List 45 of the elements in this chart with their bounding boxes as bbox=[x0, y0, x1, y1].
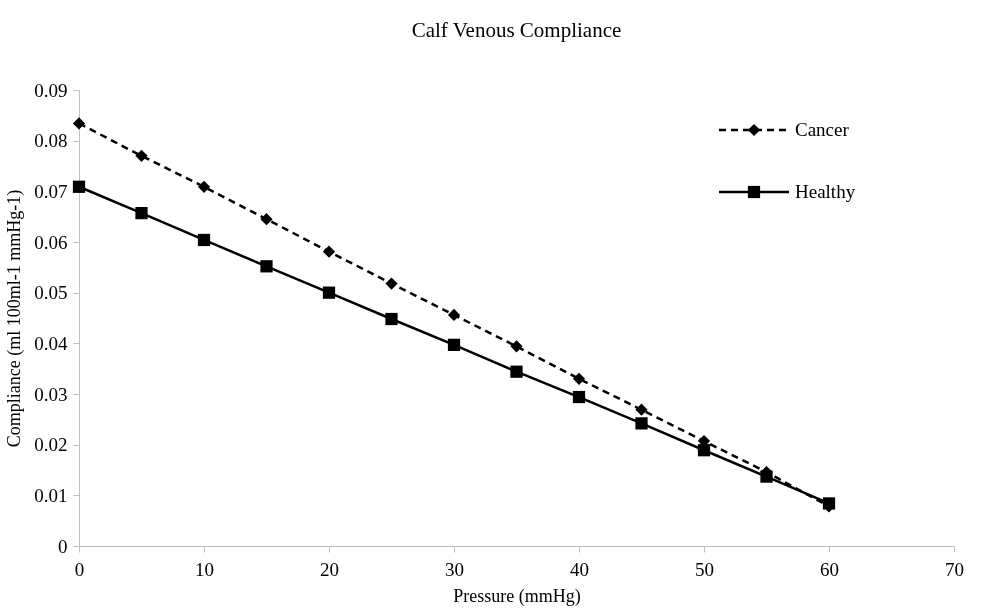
y-tick-label: 0.08 bbox=[34, 130, 68, 152]
y-tick-label: 0 bbox=[58, 535, 68, 557]
point bbox=[72, 117, 86, 130]
point bbox=[510, 365, 523, 378]
point bbox=[135, 207, 148, 220]
point bbox=[260, 213, 273, 226]
x-tick-label: 60 bbox=[820, 558, 839, 580]
y-tick-label: 0.01 bbox=[34, 484, 68, 506]
x-tick-label: 30 bbox=[445, 558, 464, 580]
point bbox=[260, 260, 273, 273]
x-tick-label: 20 bbox=[320, 558, 339, 580]
y-tick-label: 0.07 bbox=[34, 180, 68, 202]
legend-label: Cancer bbox=[795, 119, 850, 140]
y-tick-label: 0.02 bbox=[34, 434, 68, 456]
y-tick-label: 0.03 bbox=[34, 383, 68, 405]
point bbox=[197, 233, 211, 247]
y-axis-title: Compliance (ml 100ml-1 mmHg-1) bbox=[4, 189, 26, 448]
point bbox=[510, 340, 523, 353]
point bbox=[322, 286, 336, 299]
point bbox=[72, 180, 86, 193]
x-tick-label: 70 bbox=[945, 558, 964, 580]
point bbox=[572, 372, 586, 385]
point bbox=[385, 312, 398, 326]
point bbox=[447, 308, 461, 322]
chart-title: Calf Venous Compliance bbox=[411, 18, 622, 42]
x-tick-label: 40 bbox=[570, 558, 589, 580]
point bbox=[635, 417, 648, 430]
point bbox=[447, 338, 461, 351]
x-tick-label: 10 bbox=[195, 558, 214, 580]
legend-label: Healthy bbox=[795, 181, 856, 202]
point bbox=[697, 444, 711, 457]
point bbox=[385, 277, 398, 290]
y-tick-label: 0.05 bbox=[34, 282, 68, 304]
y-tick-label: 0.09 bbox=[34, 79, 68, 101]
y-tick-label: 0.04 bbox=[34, 332, 68, 354]
point bbox=[322, 245, 336, 258]
x-tick-label: 50 bbox=[695, 558, 714, 580]
x-axis-title: Pressure (mmHg) bbox=[453, 585, 581, 607]
point bbox=[197, 180, 211, 193]
x-tick-label: 0 bbox=[74, 558, 85, 580]
point bbox=[572, 390, 586, 404]
point bbox=[135, 149, 148, 162]
point bbox=[635, 403, 648, 416]
y-tick-label: 0.06 bbox=[34, 231, 68, 253]
point bbox=[760, 470, 773, 483]
